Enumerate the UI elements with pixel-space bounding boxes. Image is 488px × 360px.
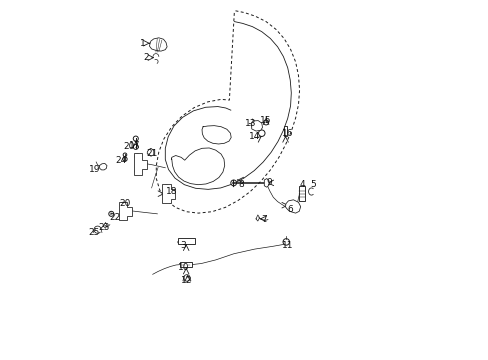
Circle shape [127, 209, 131, 213]
Bar [299, 186, 305, 201]
Text: 7: 7 [261, 215, 266, 224]
Circle shape [263, 120, 268, 125]
Circle shape [135, 154, 140, 159]
Bar [283, 126, 287, 136]
Circle shape [123, 153, 126, 157]
Polygon shape [133, 153, 146, 175]
Polygon shape [147, 148, 153, 156]
Text: 18: 18 [166, 187, 177, 196]
Text: 19: 19 [89, 165, 101, 174]
Polygon shape [99, 163, 107, 170]
Circle shape [148, 150, 152, 154]
Circle shape [135, 169, 140, 174]
Polygon shape [149, 38, 167, 51]
Circle shape [142, 162, 145, 166]
Text: 8: 8 [238, 180, 244, 189]
Circle shape [133, 136, 138, 141]
Text: 16: 16 [282, 129, 293, 138]
Circle shape [170, 192, 174, 195]
Bar [180, 262, 192, 267]
Circle shape [230, 180, 236, 186]
Text: 20: 20 [119, 199, 130, 208]
Polygon shape [119, 202, 132, 220]
Text: 22: 22 [109, 213, 120, 222]
Text: 3: 3 [180, 241, 186, 250]
Text: 20: 20 [122, 143, 134, 152]
Text: 10: 10 [177, 263, 189, 271]
Text: 12: 12 [180, 276, 191, 284]
Text: 13: 13 [244, 118, 256, 127]
Text: 25: 25 [88, 228, 100, 237]
Text: 1: 1 [140, 39, 145, 48]
Text: 15: 15 [259, 116, 270, 125]
Circle shape [251, 122, 258, 129]
Polygon shape [251, 121, 262, 131]
Text: 23: 23 [98, 223, 110, 232]
Text: 24: 24 [116, 156, 127, 165]
Text: 14: 14 [248, 132, 260, 141]
Circle shape [258, 130, 264, 136]
Text: 11: 11 [282, 241, 293, 250]
Circle shape [163, 185, 168, 190]
Text: 4: 4 [299, 180, 305, 189]
Text: 17: 17 [129, 141, 140, 150]
Text: 2: 2 [143, 53, 149, 62]
Text: 21: 21 [145, 149, 157, 158]
Circle shape [163, 198, 168, 203]
Circle shape [121, 202, 125, 207]
Circle shape [122, 157, 127, 161]
Polygon shape [162, 184, 175, 203]
Circle shape [133, 144, 138, 149]
Polygon shape [264, 179, 268, 187]
Text: 5: 5 [310, 180, 316, 189]
Text: 6: 6 [287, 205, 293, 214]
Text: 9: 9 [265, 178, 271, 187]
Circle shape [108, 211, 114, 216]
Circle shape [283, 239, 289, 245]
Circle shape [290, 203, 295, 208]
Polygon shape [285, 200, 300, 213]
Circle shape [121, 215, 125, 220]
Bar [177, 238, 194, 244]
